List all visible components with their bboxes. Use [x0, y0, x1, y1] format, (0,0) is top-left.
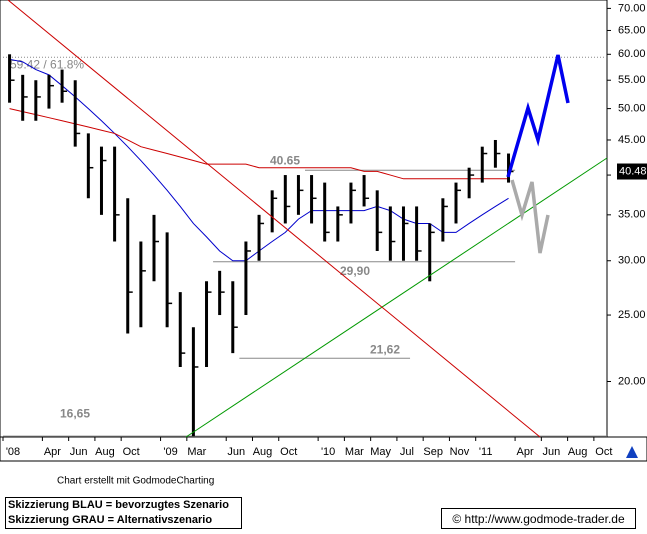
y-tick-label: 60.00	[618, 48, 646, 60]
y-tick-label: 65.00	[618, 24, 646, 36]
x-tick-label: Oct	[280, 446, 297, 458]
x-tick-label: Aug	[253, 446, 273, 458]
y-tick-label: 45.00	[618, 134, 646, 146]
level-label: 40.65	[270, 153, 300, 167]
x-tick-label: Oct	[123, 446, 140, 458]
legend-box: Skizzierung BLAU = bevorzugtes Szenario …	[5, 497, 242, 529]
x-tick-label: Aug	[95, 446, 115, 458]
last-price-label: 40.48	[619, 165, 647, 177]
x-tick-label: May	[370, 446, 391, 458]
plot-frame	[0, 0, 608, 438]
last-price-box	[617, 163, 647, 180]
blue-scenario	[506, 54, 570, 178]
y-tick-label: 30.00	[618, 255, 646, 267]
x-tick-label: Apr	[517, 446, 534, 458]
y-tick-label: 20.00	[618, 375, 646, 387]
uptrend-line	[185, 157, 608, 438]
x-tick-label: Jun	[70, 446, 88, 458]
downtrend-line	[7, 0, 541, 438]
x-tick-label: Mar	[345, 446, 364, 458]
level-label: 21,62	[370, 342, 400, 356]
x-tick-label: '10	[321, 446, 335, 458]
x-tick-label: Sep	[423, 446, 443, 458]
x-tick-label: '11	[479, 446, 493, 458]
x-tick-label: Aug	[568, 446, 588, 458]
x-tick-label: Nov	[450, 446, 470, 458]
credit: Chart erstellt mit GodmodeCharting	[57, 476, 214, 487]
x-axis-band	[0, 436, 647, 462]
x-tick-label: Oct	[595, 446, 612, 458]
legend-blue: Skizzierung BLAU = bevorzugtes Szenario	[8, 499, 229, 511]
x-tick-label: '09	[163, 446, 177, 458]
x-tick-label: Jul	[400, 446, 414, 458]
level-label: 29,90	[340, 264, 370, 278]
x-tick-label: Jun	[542, 446, 560, 458]
level-label: 59.42 / 61.8%	[10, 57, 84, 71]
x-tick-label: Apr	[44, 446, 61, 458]
x-tick-label: Mar	[187, 446, 206, 458]
y-tick-label: 25.00	[618, 309, 646, 321]
url-box[interactable]: © http://www.godmode-trader.de	[441, 508, 636, 529]
plot-layer: 20.0025.0030.0035.0040.0045.0050.0055.00…	[2, 2, 646, 458]
legend-gray: Skizzierung GRAU = Alternativszenario	[8, 514, 213, 526]
x-tick-label: '08	[6, 446, 20, 458]
gray-scenario	[510, 179, 550, 254]
moving-average	[9, 108, 509, 180]
level-label: 16,65	[60, 406, 90, 420]
y-tick-label: 50.00	[618, 103, 646, 115]
y-tick-label: 55.00	[618, 74, 646, 86]
y-tick-label: 70.00	[618, 2, 646, 14]
y-tick-label: 35.00	[618, 209, 646, 221]
menu-icon[interactable]	[626, 446, 638, 458]
x-tick-label: Jun	[227, 446, 245, 458]
